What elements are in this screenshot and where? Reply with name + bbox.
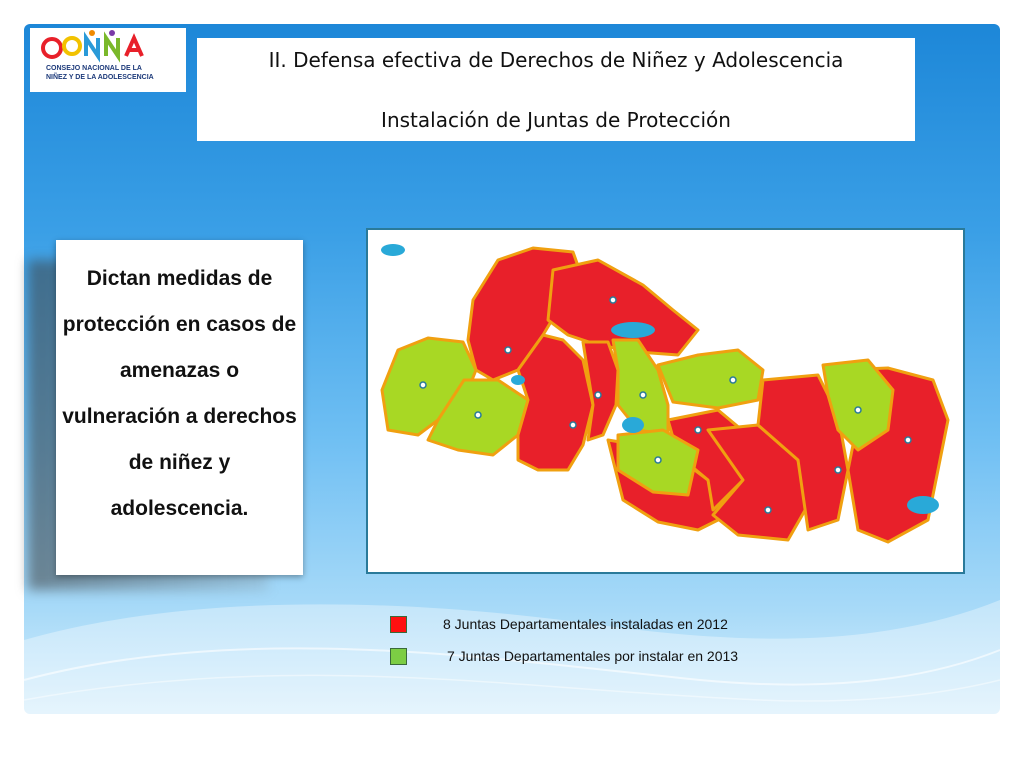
legend-item-installed: 8 Juntas Departamentales instaladas en 2…: [390, 614, 728, 634]
capital-marker: [764, 506, 772, 514]
info-card-text: Dictan medidas de protección en casos de…: [62, 267, 297, 520]
legend-label-installed: 8 Juntas Departamentales instaladas en 2…: [443, 616, 728, 632]
capital-marker: [654, 456, 662, 464]
svg-text:NIÑEZ Y DE LA ADOLESCENCIA: NIÑEZ Y DE LA ADOLESCENCIA: [46, 72, 154, 81]
capital-marker: [729, 376, 737, 384]
header-box: II. Defensa efectiva de Derechos de Niñe…: [197, 38, 915, 141]
legend-swatch-installed: [390, 615, 407, 633]
svg-text:CONSEJO NACIONAL DE LA: CONSEJO NACIONAL DE LA: [46, 65, 142, 72]
page-title: II. Defensa efectiva de Derechos de Niñe…: [268, 48, 844, 72]
page-subtitle: Instalación de Juntas de Protección: [381, 108, 731, 132]
capital-marker: [594, 391, 602, 399]
capital-marker: [474, 411, 482, 419]
department-la-libertad: [516, 333, 595, 472]
lake-suchitlan: [611, 322, 655, 338]
conna-logo-graphic: CONSEJO NACIONAL DE LA NIÑEZ Y DE LA ADO…: [41, 30, 154, 81]
capital-marker: [609, 296, 617, 304]
lake-ilopango: [622, 417, 644, 433]
capital-marker: [639, 391, 647, 399]
capital-marker: [419, 381, 427, 389]
capital-marker: [569, 421, 577, 429]
department-chalatenango: [546, 258, 700, 357]
lake-coatepeque: [511, 375, 525, 385]
department-san-salvador: [581, 340, 620, 442]
department-cabanas: [656, 348, 765, 410]
department-map: [366, 228, 965, 574]
lake-olomega: [907, 496, 939, 514]
legend-swatch-pending: [390, 647, 407, 665]
capital-marker: [904, 436, 912, 444]
conna-logo: CONSEJO NACIONAL DE LA NIÑEZ Y DE LA ADO…: [30, 28, 186, 92]
capital-marker: [854, 406, 862, 414]
legend-label-pending: 7 Juntas Departamentales por instalar en…: [447, 648, 739, 664]
capital-marker: [694, 426, 702, 434]
capital-marker: [504, 346, 512, 354]
capital-marker: [834, 466, 842, 474]
lake-guija: [381, 244, 405, 256]
legend-item-pending: 7 Juntas Departamentales por instalar en…: [390, 646, 738, 666]
department-san-miguel: [756, 373, 850, 532]
department-morazan: [821, 358, 895, 452]
info-card: Dictan medidas de protección en casos de…: [56, 240, 303, 575]
el-salvador-map: [380, 244, 950, 544]
